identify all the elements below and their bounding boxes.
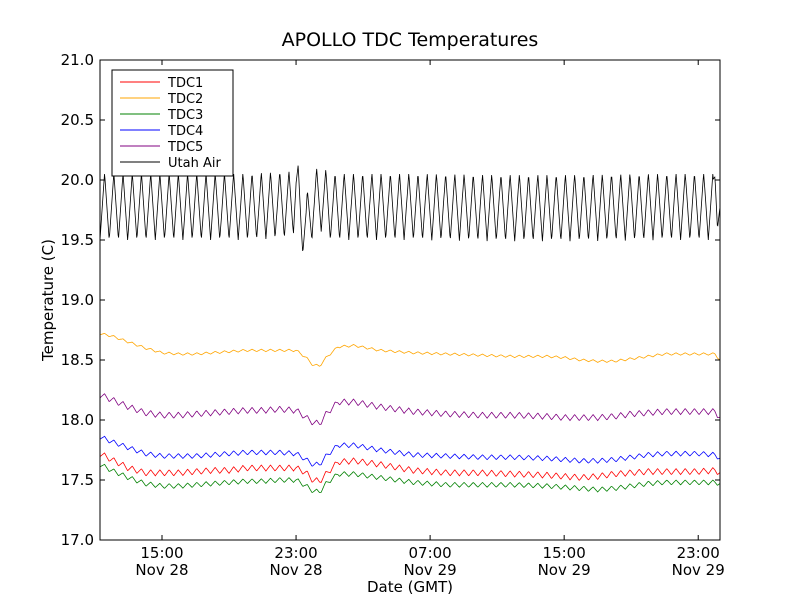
series-line-tdc3 [100, 463, 720, 494]
series-line-tdc4 [100, 435, 720, 467]
legend-label: TDC5 [167, 140, 203, 155]
legend-box [111, 69, 234, 177]
x-tick-date-label: Nov 28 [269, 561, 322, 579]
y-tick-label: 18.5 [61, 351, 94, 369]
x-tick-time-label: 23:00 [677, 544, 720, 562]
x-tick-date-label: Nov 29 [672, 561, 725, 579]
axes-layer: 17.0 17.5 18.0 18.5 19.0 19.5 20.0 20.5 21.0 15:0… [61, 51, 725, 579]
y-tick-label: 17.0 [61, 531, 94, 549]
y-tick-label: 19.0 [61, 291, 94, 309]
x-tick-time-label: 23:00 [274, 544, 317, 562]
legend-label: TDC3 [167, 108, 203, 123]
series-line-tdc1 [100, 452, 720, 483]
x-tick-time-label: 15:00 [140, 544, 183, 562]
x-axis-label: Date (GMT) [367, 578, 453, 596]
y-tick-label: 19.5 [61, 231, 94, 249]
series-line-tdc2 [100, 332, 720, 367]
legend-label: Utah Air [168, 156, 221, 171]
x-tick-date-label: Nov 29 [404, 561, 457, 579]
y-tick-label: 21.0 [61, 51, 94, 69]
series-layer [100, 165, 720, 494]
y-tick-label: 17.5 [61, 471, 94, 489]
x-tick-date-label: Nov 28 [135, 561, 188, 579]
series-line-utah-air [100, 165, 720, 251]
series-line-tdc5 [100, 393, 720, 426]
y-tick-label: 20.0 [61, 171, 94, 189]
legend-label: TDC2 [167, 92, 203, 107]
y-tick-label: 18.0 [61, 411, 94, 429]
y-tick-label: 20.5 [61, 111, 94, 129]
y-axis-label: Temperature (C) [39, 239, 57, 362]
legend-label: TDC1 [167, 76, 203, 91]
x-tick-date-label: Nov 29 [538, 561, 591, 579]
x-tick-time-label: 07:00 [408, 544, 451, 562]
x-tick-time-label: 15:00 [543, 544, 586, 562]
legend-label: TDC4 [167, 124, 203, 139]
chart-title: APOLLO TDC Temperatures [282, 29, 539, 51]
